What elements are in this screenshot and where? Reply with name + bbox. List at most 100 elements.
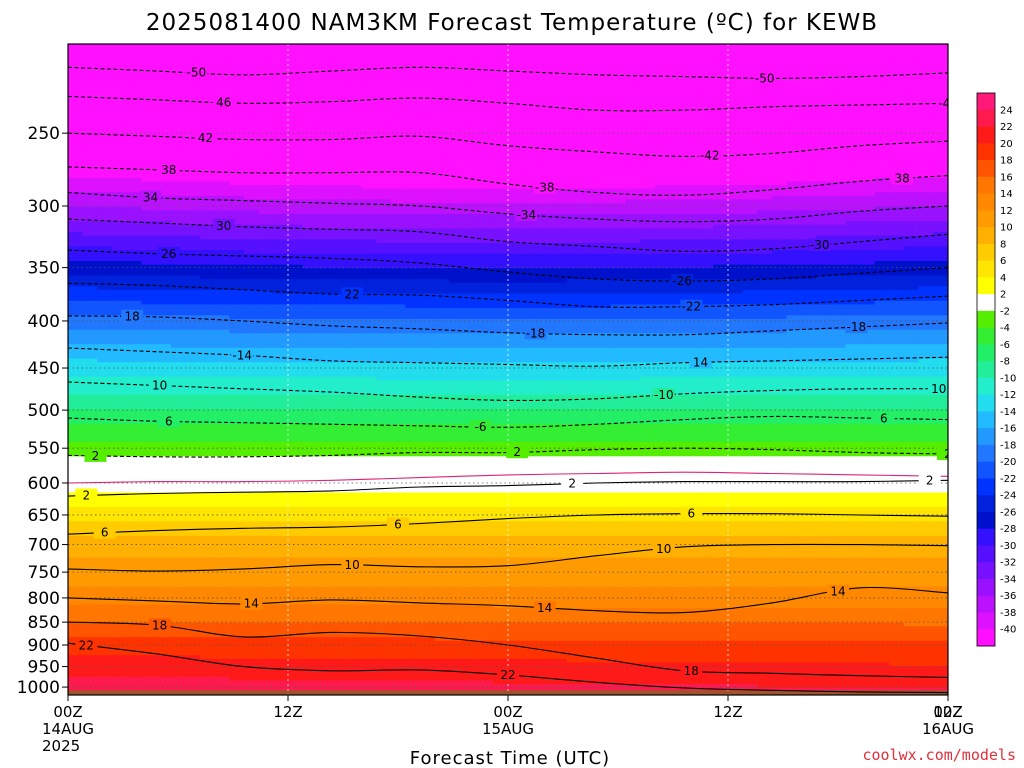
temperature-band-cell (170, 376, 186, 396)
temperature-band-cell (156, 586, 172, 606)
temperature-band-cell (376, 535, 392, 559)
temperature-band-cell (478, 362, 494, 381)
temperature-band-cell (420, 293, 436, 309)
temperature-band-cell (904, 394, 920, 410)
temperature-band-cell (742, 239, 758, 255)
temperature-band-cell (522, 268, 538, 284)
temperature-band-cell (200, 224, 216, 240)
colorbar-label: 10 (1000, 223, 1013, 234)
colorbar-label: 18 (1000, 156, 1013, 167)
temperature-band-cell (126, 329, 142, 345)
temperature-band-cell (566, 640, 582, 664)
temperature-band-cell (786, 289, 802, 305)
colorbar-label: 12 (1000, 206, 1013, 217)
temperature-band-cell (141, 315, 157, 331)
temperature-band-cell (82, 246, 98, 262)
temperature-band-cell (273, 423, 289, 443)
temperature-band-cell (537, 308, 553, 320)
temperature-band-cell (610, 304, 626, 320)
temperature-band-cell (97, 44, 113, 179)
temperature-band-cell (698, 684, 714, 695)
temperature-band-cell (845, 235, 861, 251)
temperature-band-cell (317, 362, 333, 378)
temperature-band-cell (434, 253, 450, 269)
temperature-band-cell (610, 268, 626, 280)
temperature-band-cell (332, 304, 348, 320)
temperature-band-cell (376, 492, 392, 508)
temperature-band-cell (449, 380, 465, 396)
temperature-band-cell (97, 289, 113, 302)
temperature-band-cell (566, 586, 582, 609)
temperature-band-cell (625, 640, 641, 664)
y-tick-label: 450 (28, 359, 60, 379)
ground-layer (68, 690, 948, 695)
temperature-band-cell (346, 362, 362, 378)
temperature-band-cell (97, 315, 113, 331)
temperature-band-cell (420, 441, 436, 457)
temperature-band-cell (625, 456, 641, 494)
temperature-band-cell (889, 344, 905, 363)
temperature-band-cell (361, 228, 377, 240)
temperature-band-cell (229, 304, 245, 320)
temperature-band-cell (904, 221, 920, 237)
temperature-band-cell (596, 228, 612, 244)
temperature-band-cell (229, 279, 245, 291)
temperature-band-cell (302, 423, 318, 443)
contour-label: 22 (345, 287, 360, 301)
temperature-band-cell (552, 333, 568, 349)
temperature-band-cell (258, 185, 274, 201)
temperature-band-cell (244, 557, 260, 588)
temperature-band-cell (625, 304, 641, 320)
temperature-band-cell (596, 662, 612, 685)
temperature-band-cell (654, 293, 670, 305)
contour-label: 26 (161, 247, 176, 261)
temperature-band-cell (449, 242, 465, 255)
temperature-band-cell (581, 506, 597, 522)
temperature-band-cell (610, 188, 626, 204)
temperature-band-cell (244, 535, 260, 559)
temperature-band-cell (185, 195, 201, 211)
temperature-band-cell (625, 622, 641, 642)
temperature-band-cell (830, 622, 846, 642)
temperature-band-cell (801, 622, 817, 642)
temperature-band-cell (860, 376, 876, 396)
temperature-band-cell (713, 640, 729, 664)
temperature-band-cell (170, 506, 186, 522)
colorbar-label: -12 (1000, 390, 1016, 401)
temperature-band-cell (288, 279, 304, 295)
temperature-band-cell (229, 557, 245, 588)
temperature-band-cell (522, 409, 538, 425)
temperature-band-cell (552, 506, 568, 522)
temperature-band-cell (772, 622, 788, 642)
temperature-band-cell (112, 235, 128, 251)
temperature-band-cell (874, 300, 890, 316)
temperature-band-cell (845, 195, 861, 211)
temperature-band-cell (464, 188, 480, 204)
temperature-band-cell (742, 333, 758, 349)
temperature-band-cell (522, 521, 538, 537)
x-tick-label: 2025 (42, 737, 80, 755)
temperature-band-cell (82, 506, 98, 522)
temperature-band-cell (772, 224, 788, 240)
temperature-band-cell (244, 289, 260, 305)
temperature-band-cell (229, 362, 245, 378)
temperature-band-cell (185, 376, 201, 396)
temperature-band-cell (156, 275, 172, 291)
temperature-band-cell (904, 423, 920, 443)
temperature-band-cell (478, 521, 494, 537)
temperature-band-cell (200, 210, 216, 226)
temperature-band-cell (97, 177, 113, 193)
temperature-band-cell (156, 637, 172, 656)
colorbar-label: -20 (1000, 457, 1016, 468)
temperature-band-cell (273, 637, 289, 660)
temperature-band-cell (156, 264, 172, 277)
temperature-band-cell (566, 347, 582, 363)
temperature-band-cell (786, 521, 802, 537)
contour-line (68, 471, 948, 484)
temperature-band-cell (317, 423, 333, 443)
temperature-band-cell (126, 394, 142, 410)
temperature-band-cell (596, 423, 612, 443)
temperature-band-cell (904, 192, 920, 208)
